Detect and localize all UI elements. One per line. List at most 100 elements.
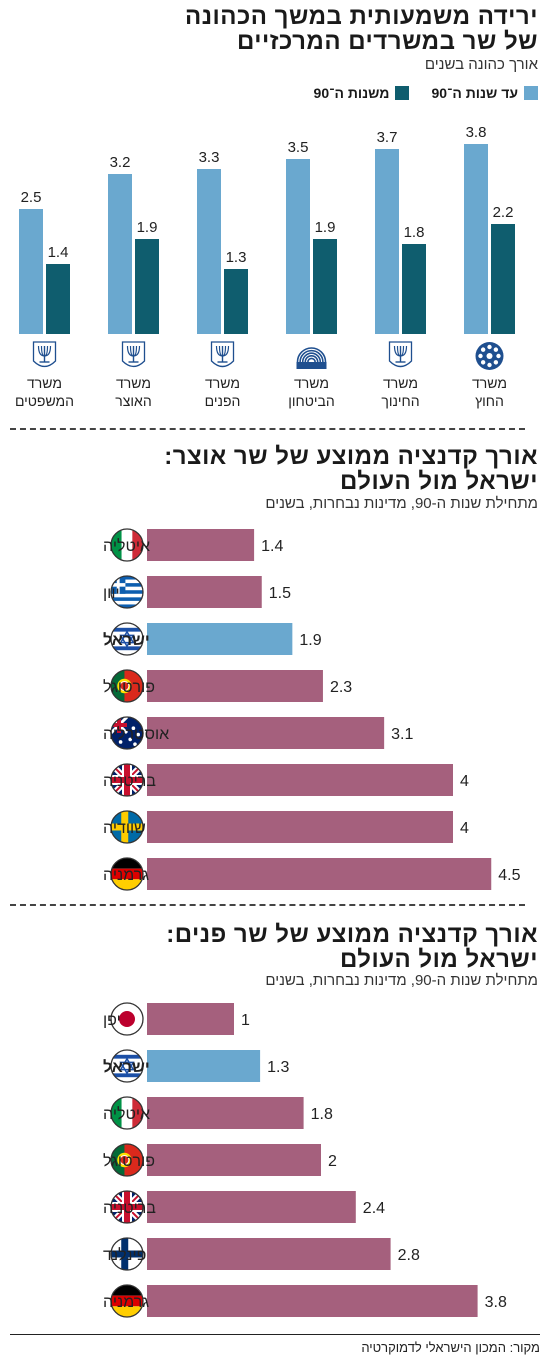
chart2-subtitle: מתחילת שנות ה-90, מדינות נבחרות, בשנים (265, 495, 538, 512)
flag-star (131, 726, 136, 730)
flag-part (124, 1191, 130, 1223)
source-note: מקור: המכון הישראלי לדמוקרטיה (10, 1334, 540, 1355)
bar-before90 (197, 169, 221, 334)
flag-italy-icon (110, 528, 144, 562)
value-label: 4 (460, 820, 469, 837)
chart1-grouped-bars: 3.8 2.2 משרד החוץ 3.7 1.8 משרד החינוך 3.5 1.9 משרד… (15, 124, 515, 409)
emblem-shield (121, 341, 146, 368)
flag-finland-icon (110, 1237, 144, 1271)
value-label: 4 (460, 773, 469, 790)
value-label: 1.5 (269, 585, 291, 602)
bar (147, 1097, 304, 1129)
category-label: הפנים (205, 393, 241, 409)
flag-portugal-icon (110, 669, 144, 703)
flag-part (111, 1073, 143, 1078)
country-label: יפן (103, 1012, 121, 1029)
flag-japan-icon (110, 1002, 144, 1036)
flag-part (116, 576, 120, 594)
emblem-branch (126, 345, 134, 357)
value-label: 2.8 (398, 1247, 420, 1264)
defense-ministry-logo-icon (296, 347, 327, 369)
bar-since90 (491, 224, 515, 334)
menorah-emblem-icon (121, 341, 146, 368)
chart2-title-line1: אורך קדנציה ממוצע של שר אוצר: (164, 443, 538, 470)
flag-outline (110, 716, 144, 750)
category-label: הביטחון (288, 393, 335, 409)
emblem-branch (133, 345, 141, 357)
value-label: 4.5 (498, 867, 520, 884)
flag-part (121, 811, 129, 843)
legend-item-before90: עד שנות ה־90 (431, 85, 538, 101)
bar-since90 (402, 244, 426, 334)
flag-israel-icon (110, 1049, 144, 1083)
logo-dot (480, 360, 486, 365)
bar-before90 (464, 144, 488, 334)
logo-center (486, 353, 493, 359)
chart3-title-line2: ישראל מול העולם (339, 946, 538, 973)
flag-germany-icon (110, 1284, 144, 1318)
flag-outline (110, 810, 144, 844)
flag-star (118, 740, 123, 744)
bar (147, 717, 385, 749)
logo-arc (296, 347, 327, 363)
star-part (119, 630, 135, 644)
flag-part (119, 1155, 130, 1165)
flag-greece-icon (110, 575, 144, 609)
emblem-branch (400, 345, 408, 357)
value-label-before90: 3.7 (377, 129, 398, 146)
flag-part (111, 593, 143, 598)
country-label: פורטוגל (103, 1152, 155, 1170)
bar (147, 764, 453, 796)
foreign-ministry-logo-icon (475, 342, 504, 370)
chart2-title: אורך קדנציה ממוצע של שר אוצר: ישראל מול … (164, 444, 538, 494)
bar-since90 (46, 264, 70, 334)
bar (147, 1144, 321, 1176)
emblem-branch (44, 345, 52, 357)
flag-star (136, 732, 140, 737)
flag-part (111, 1306, 143, 1317)
category-label: משרד (205, 375, 240, 391)
bar (147, 529, 255, 561)
flag-part (124, 764, 130, 796)
value-label-since90: 1.3 (226, 249, 247, 266)
bar (147, 1285, 478, 1317)
flag-outline (110, 1237, 144, 1271)
value-label: 1.4 (261, 538, 283, 555)
bar (147, 1238, 391, 1270)
logo-dot (480, 347, 486, 352)
chart1-title: ירידה משמעותית במשך הכהונה של שר במשרדים… (185, 4, 538, 54)
chart1-subtitle: אורך כהונה בשנים (424, 56, 538, 73)
chart1-legend: עד שנות ה־90 משנות ה־90 (292, 85, 538, 101)
value-label-since90: 1.8 (404, 224, 425, 241)
star-part (119, 1057, 135, 1071)
emblem-shield (388, 341, 413, 368)
flag-star (133, 742, 137, 746)
flag-part (111, 627, 143, 632)
value-label: 3.8 (485, 1294, 507, 1311)
logo-dot (493, 347, 499, 352)
chart1-title-line2: של שר במשרדים המרכזיים (236, 28, 538, 55)
logo-dot (487, 362, 492, 368)
divider-2 (10, 904, 525, 906)
menorah-emblem-icon (32, 341, 57, 368)
chart3-horizontal-bars: 1 יפן 1.3 ישראל 1.8 איטליה 2 פורטוגל 2.4 בריטניה 2… (103, 1002, 507, 1318)
value-label-before90: 3.5 (288, 139, 309, 156)
country-label: ישראל (103, 1058, 150, 1076)
country-label: איטליה (103, 1105, 150, 1123)
logo-arc (301, 352, 322, 363)
chart3-title-line1: אורך קדנציה ממוצע של שר פנים: (166, 921, 538, 948)
value-label-before90: 2.5 (21, 189, 42, 206)
menorah-emblem-icon (388, 341, 413, 368)
logo-dot (478, 353, 483, 359)
country-label: פורטוגל (103, 678, 155, 696)
legend-label-since90: משנות ה־90 (313, 85, 390, 101)
emblem-branch (222, 345, 230, 357)
country-label: אוסטרליה (103, 725, 169, 743)
flag-part (111, 646, 143, 651)
chart3-subtitle: מתחילת שנות ה-90, מדינות נבחרות, בשנים (265, 972, 538, 989)
logo-arc (299, 349, 324, 363)
value-label: 1.8 (311, 1106, 333, 1123)
flag-part (111, 879, 143, 890)
value-label: 3.1 (391, 726, 413, 743)
flag-part (111, 1054, 143, 1059)
